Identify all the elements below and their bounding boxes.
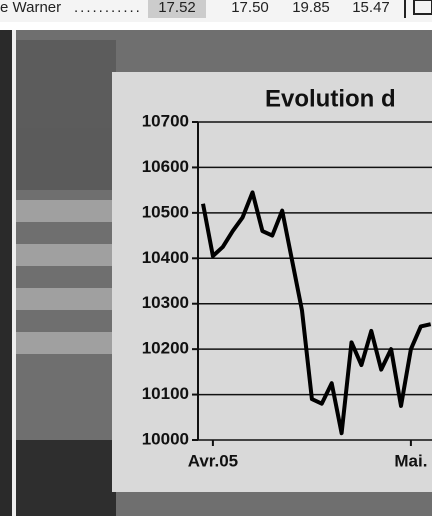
gutter	[12, 30, 16, 516]
ticker-name: e Warner	[0, 0, 61, 16]
leader-dots: ...........	[74, 0, 142, 16]
x-tick-label: Avr.05	[188, 451, 238, 470]
y-tick-label: 10000	[142, 429, 189, 448]
y-tick-label: 10700	[142, 111, 189, 130]
page: e Warner ........... 17.52 17.50 19.85 1…	[0, 0, 432, 516]
y-tick-label: 10500	[142, 202, 189, 221]
x-tick-label: Mai.	[394, 451, 427, 470]
ticker-value: 17.52	[158, 0, 196, 16]
ticker-value: 17.50	[231, 0, 269, 16]
y-tick-label: 10600	[142, 157, 189, 176]
newspaper-clip: e Warner ........... 17.52 17.50 19.85 1…	[0, 0, 432, 516]
y-tick-label: 10100	[142, 384, 189, 403]
left-column	[0, 30, 12, 516]
y-tick-label: 10200	[142, 339, 189, 358]
y-tick-label: 10400	[142, 248, 189, 267]
ticker-value: 19.85	[292, 0, 330, 16]
y-tick-label: 10300	[142, 293, 189, 312]
ticker-value: 15.47	[352, 0, 390, 16]
chart-title: Evolution d	[265, 85, 396, 112]
crowd	[16, 440, 116, 516]
